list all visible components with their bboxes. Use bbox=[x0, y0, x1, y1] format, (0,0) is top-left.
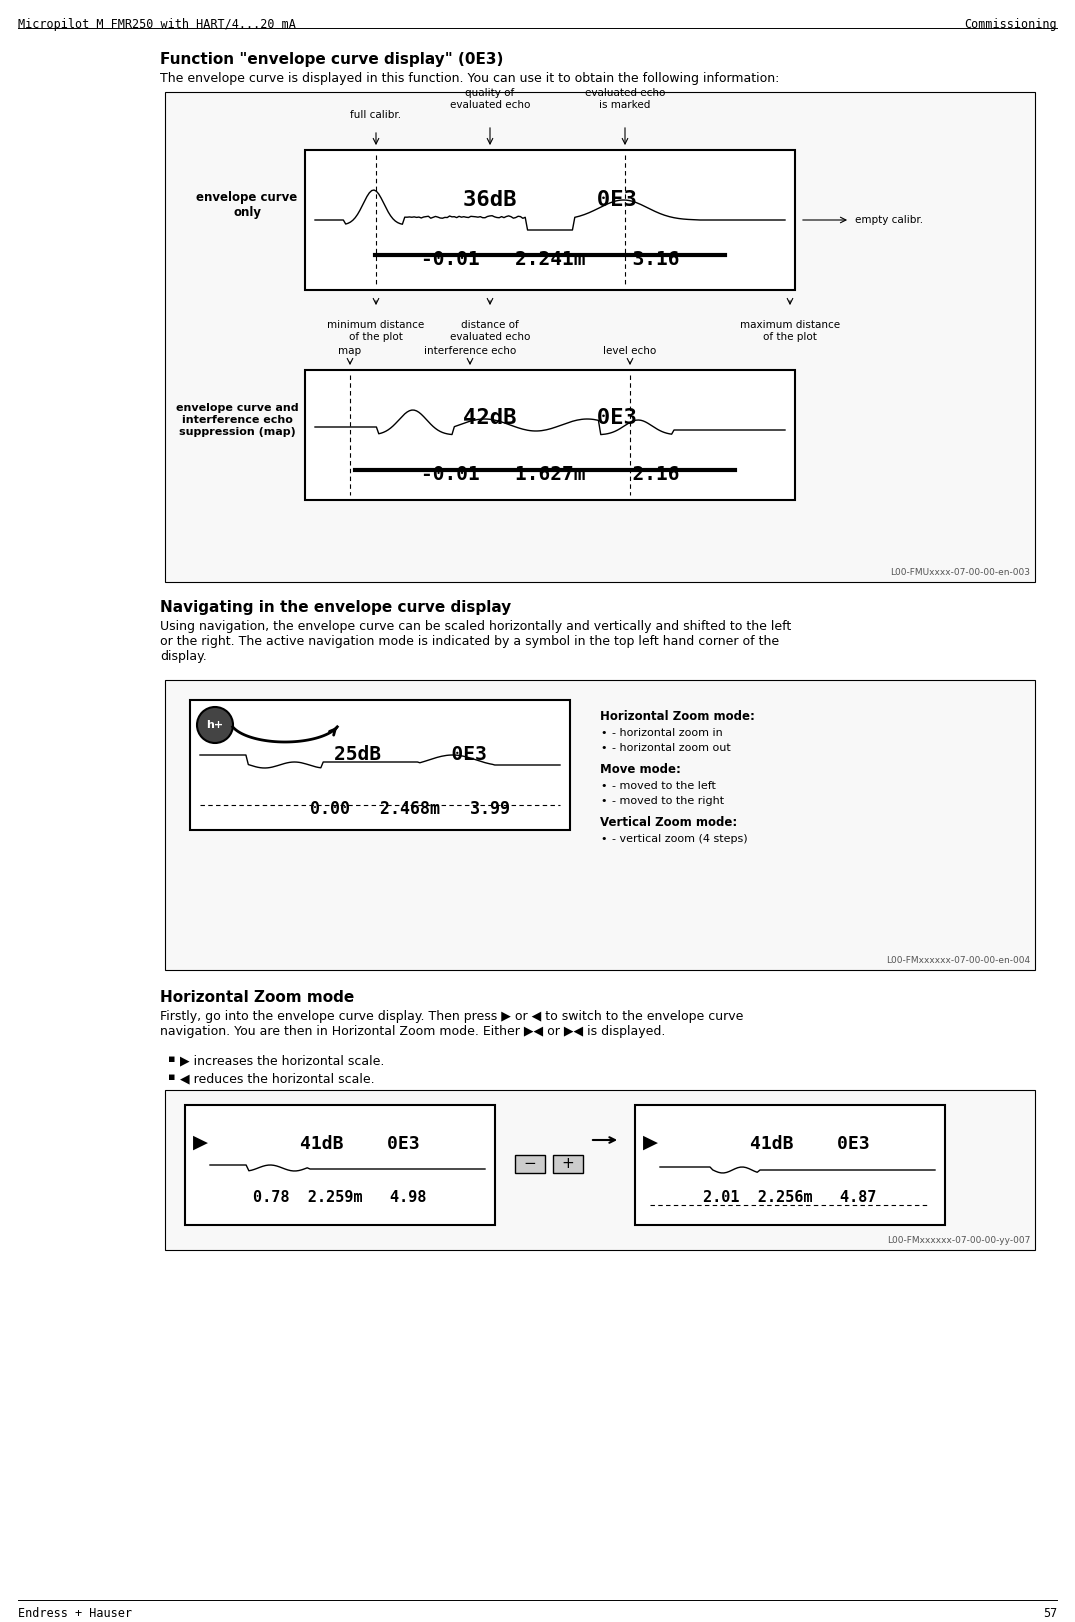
Bar bbox=[305, 370, 796, 500]
Bar bbox=[190, 701, 570, 830]
Text: +: + bbox=[561, 1156, 574, 1171]
Text: L00-FMUxxxx-07-00-00-en-003: L00-FMUxxxx-07-00-00-en-003 bbox=[890, 568, 1030, 577]
Text: 41dB    0E3: 41dB 0E3 bbox=[300, 1135, 420, 1153]
Text: 2.01  2.256m   4.87: 2.01 2.256m 4.87 bbox=[703, 1191, 877, 1205]
Text: -0.01   1.627m    2.16: -0.01 1.627m 2.16 bbox=[420, 466, 679, 483]
Bar bbox=[305, 149, 796, 290]
Text: Commissioning: Commissioning bbox=[964, 18, 1057, 31]
Text: full calibr.: full calibr. bbox=[350, 110, 402, 120]
Text: 57: 57 bbox=[1043, 1607, 1057, 1620]
Text: h+: h+ bbox=[206, 720, 224, 730]
Text: - moved to the right: - moved to the right bbox=[612, 796, 725, 806]
Text: -0.01   2.241m    3.16: -0.01 2.241m 3.16 bbox=[420, 250, 679, 269]
Text: Horizontal Zoom mode:: Horizontal Zoom mode: bbox=[600, 710, 755, 723]
Text: •: • bbox=[600, 782, 606, 792]
Text: •: • bbox=[600, 743, 606, 753]
Circle shape bbox=[197, 707, 233, 743]
Bar bbox=[164, 1090, 1035, 1251]
Text: •: • bbox=[600, 728, 606, 738]
Text: •: • bbox=[600, 796, 606, 806]
Bar bbox=[185, 1105, 494, 1225]
Text: The envelope curve is displayed in this function. You can use it to obtain the f: The envelope curve is displayed in this … bbox=[160, 71, 779, 84]
Text: L00-FMxxxxxx-07-00-00-yy-007: L00-FMxxxxxx-07-00-00-yy-007 bbox=[887, 1236, 1030, 1246]
Text: minimum distance
of the plot: minimum distance of the plot bbox=[328, 320, 425, 342]
Text: - horizontal zoom out: - horizontal zoom out bbox=[612, 743, 731, 753]
Bar bbox=[553, 1155, 583, 1173]
Text: quality of
evaluated echo: quality of evaluated echo bbox=[449, 89, 530, 110]
Text: evaluated echo
is marked: evaluated echo is marked bbox=[585, 89, 665, 110]
Text: Move mode:: Move mode: bbox=[600, 762, 680, 775]
Text: - horizontal zoom in: - horizontal zoom in bbox=[612, 728, 722, 738]
Text: Micropilot M FMR250 with HART/4...20 mA: Micropilot M FMR250 with HART/4...20 mA bbox=[18, 18, 296, 31]
Text: Function "envelope curve display" (0E3): Function "envelope curve display" (0E3) bbox=[160, 52, 503, 67]
Text: - vertical zoom (4 steps): - vertical zoom (4 steps) bbox=[612, 834, 747, 843]
Text: interference echo: interference echo bbox=[424, 345, 516, 355]
Text: L00-FMxxxxxx-07-00-00-en-004: L00-FMxxxxxx-07-00-00-en-004 bbox=[886, 955, 1030, 965]
Text: 36dB      0E3: 36dB 0E3 bbox=[463, 190, 636, 209]
Text: ▶: ▶ bbox=[643, 1134, 658, 1152]
Text: 41dB    0E3: 41dB 0E3 bbox=[750, 1135, 870, 1153]
Text: Navigating in the envelope curve display: Navigating in the envelope curve display bbox=[160, 600, 512, 615]
Bar bbox=[164, 92, 1035, 582]
Text: Horizontal Zoom mode: Horizontal Zoom mode bbox=[160, 989, 355, 1006]
Text: empty calibr.: empty calibr. bbox=[855, 216, 923, 225]
Text: 0.78  2.259m   4.98: 0.78 2.259m 4.98 bbox=[254, 1191, 427, 1205]
Text: 0.00   2.468m   3.99: 0.00 2.468m 3.99 bbox=[310, 800, 510, 817]
Bar bbox=[515, 1155, 545, 1173]
Text: envelope curve and
interference echo
suppression (map): envelope curve and interference echo sup… bbox=[175, 404, 299, 436]
Text: maximum distance
of the plot: maximum distance of the plot bbox=[740, 320, 840, 342]
Text: level echo: level echo bbox=[603, 345, 657, 355]
Text: distance of
evaluated echo: distance of evaluated echo bbox=[449, 320, 530, 342]
Bar bbox=[164, 680, 1035, 970]
Text: ◀ reduces the horizontal scale.: ◀ reduces the horizontal scale. bbox=[180, 1072, 374, 1085]
Text: Using navigation, the envelope curve can be scaled horizontally and vertically a: Using navigation, the envelope curve can… bbox=[160, 620, 791, 663]
Text: - moved to the left: - moved to the left bbox=[612, 782, 716, 792]
Text: ▪: ▪ bbox=[168, 1072, 175, 1082]
Text: envelope curve
only: envelope curve only bbox=[197, 191, 298, 219]
Text: ▶: ▶ bbox=[194, 1134, 207, 1152]
Text: •: • bbox=[600, 834, 606, 843]
Text: ▶ increases the horizontal scale.: ▶ increases the horizontal scale. bbox=[180, 1054, 385, 1067]
Text: −: − bbox=[524, 1156, 536, 1171]
Text: Endress + Hauser: Endress + Hauser bbox=[18, 1607, 132, 1620]
Text: ▪: ▪ bbox=[168, 1054, 175, 1064]
Text: Vertical Zoom mode:: Vertical Zoom mode: bbox=[600, 816, 737, 829]
Bar bbox=[635, 1105, 945, 1225]
Text: 42dB      0E3: 42dB 0E3 bbox=[463, 409, 636, 428]
Text: Firstly, go into the envelope curve display. Then press ▶ or ◀ to switch to the : Firstly, go into the envelope curve disp… bbox=[160, 1011, 744, 1038]
Text: map: map bbox=[339, 345, 361, 355]
Text: 25dB      0E3: 25dB 0E3 bbox=[333, 744, 486, 764]
